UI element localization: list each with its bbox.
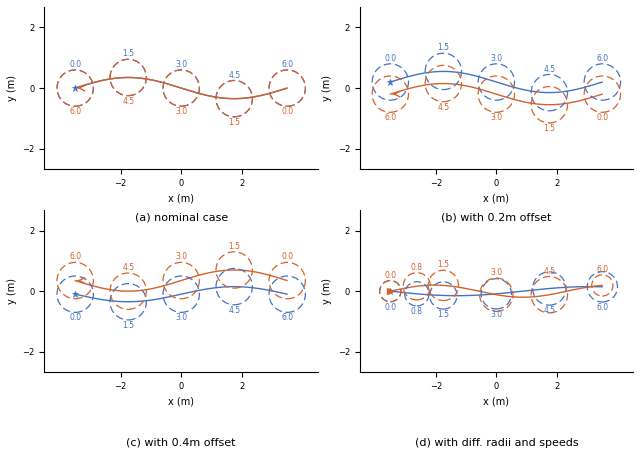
Text: 6.0: 6.0 xyxy=(281,60,293,69)
Text: 3.0: 3.0 xyxy=(175,313,188,322)
Text: 1.5: 1.5 xyxy=(437,43,449,52)
Text: 6.0: 6.0 xyxy=(596,54,609,63)
Text: 3.0: 3.0 xyxy=(175,107,188,116)
Text: 6.0: 6.0 xyxy=(281,313,293,322)
Text: 0.0: 0.0 xyxy=(69,313,81,322)
Text: 4.5: 4.5 xyxy=(122,97,134,105)
Y-axis label: y (m): y (m) xyxy=(322,75,332,101)
Text: 6.0: 6.0 xyxy=(384,113,396,122)
Text: 4.5: 4.5 xyxy=(122,263,134,272)
Text: 6.0: 6.0 xyxy=(69,252,81,262)
Text: 3.0: 3.0 xyxy=(175,60,188,69)
Y-axis label: y (m): y (m) xyxy=(7,278,17,304)
Text: (d) with diff. radii and speeds: (d) with diff. radii and speeds xyxy=(415,438,578,448)
Text: 0.0: 0.0 xyxy=(384,271,396,280)
Text: 3.0: 3.0 xyxy=(490,310,502,319)
X-axis label: x (m): x (m) xyxy=(483,396,509,407)
Text: 0.0: 0.0 xyxy=(69,60,81,69)
Text: 4.5: 4.5 xyxy=(228,70,240,79)
Text: (a) nominal case: (a) nominal case xyxy=(134,212,228,222)
Text: 6.0: 6.0 xyxy=(596,303,609,312)
Text: 1.5: 1.5 xyxy=(437,260,449,269)
Text: 4.5: 4.5 xyxy=(543,306,556,315)
Y-axis label: y (m): y (m) xyxy=(7,75,17,101)
Text: 1.5: 1.5 xyxy=(437,310,449,319)
Text: 4.5: 4.5 xyxy=(543,266,556,276)
Text: 3.0: 3.0 xyxy=(490,54,502,63)
Text: 0.0: 0.0 xyxy=(281,107,293,116)
X-axis label: x (m): x (m) xyxy=(168,396,194,407)
Text: 0.0: 0.0 xyxy=(281,252,293,262)
Text: 3.0: 3.0 xyxy=(490,113,502,122)
Text: 4.5: 4.5 xyxy=(437,103,449,112)
Text: 1.5: 1.5 xyxy=(543,124,556,133)
Text: 0.8: 0.8 xyxy=(411,307,423,316)
Text: 1.5: 1.5 xyxy=(228,118,240,127)
Text: 3.0: 3.0 xyxy=(490,268,502,277)
Text: 0.0: 0.0 xyxy=(384,54,396,63)
Text: (c) with 0.4m offset: (c) with 0.4m offset xyxy=(127,438,236,448)
Text: 1.5: 1.5 xyxy=(122,321,134,330)
Text: 3.0: 3.0 xyxy=(175,252,188,262)
Text: 4.5: 4.5 xyxy=(228,306,240,315)
Y-axis label: y (m): y (m) xyxy=(322,278,332,304)
Text: 0.0: 0.0 xyxy=(596,113,609,122)
Text: 0.8: 0.8 xyxy=(411,263,423,272)
Text: 0.0: 0.0 xyxy=(384,303,396,311)
Text: 6.0: 6.0 xyxy=(69,107,81,116)
Text: 4.5: 4.5 xyxy=(543,64,556,74)
Text: 1.5: 1.5 xyxy=(228,242,240,251)
Text: 6.0: 6.0 xyxy=(596,265,609,274)
Text: (b) with 0.2m offset: (b) with 0.2m offset xyxy=(441,212,552,222)
X-axis label: x (m): x (m) xyxy=(483,193,509,203)
X-axis label: x (m): x (m) xyxy=(168,193,194,203)
Text: 1.5: 1.5 xyxy=(122,49,134,59)
